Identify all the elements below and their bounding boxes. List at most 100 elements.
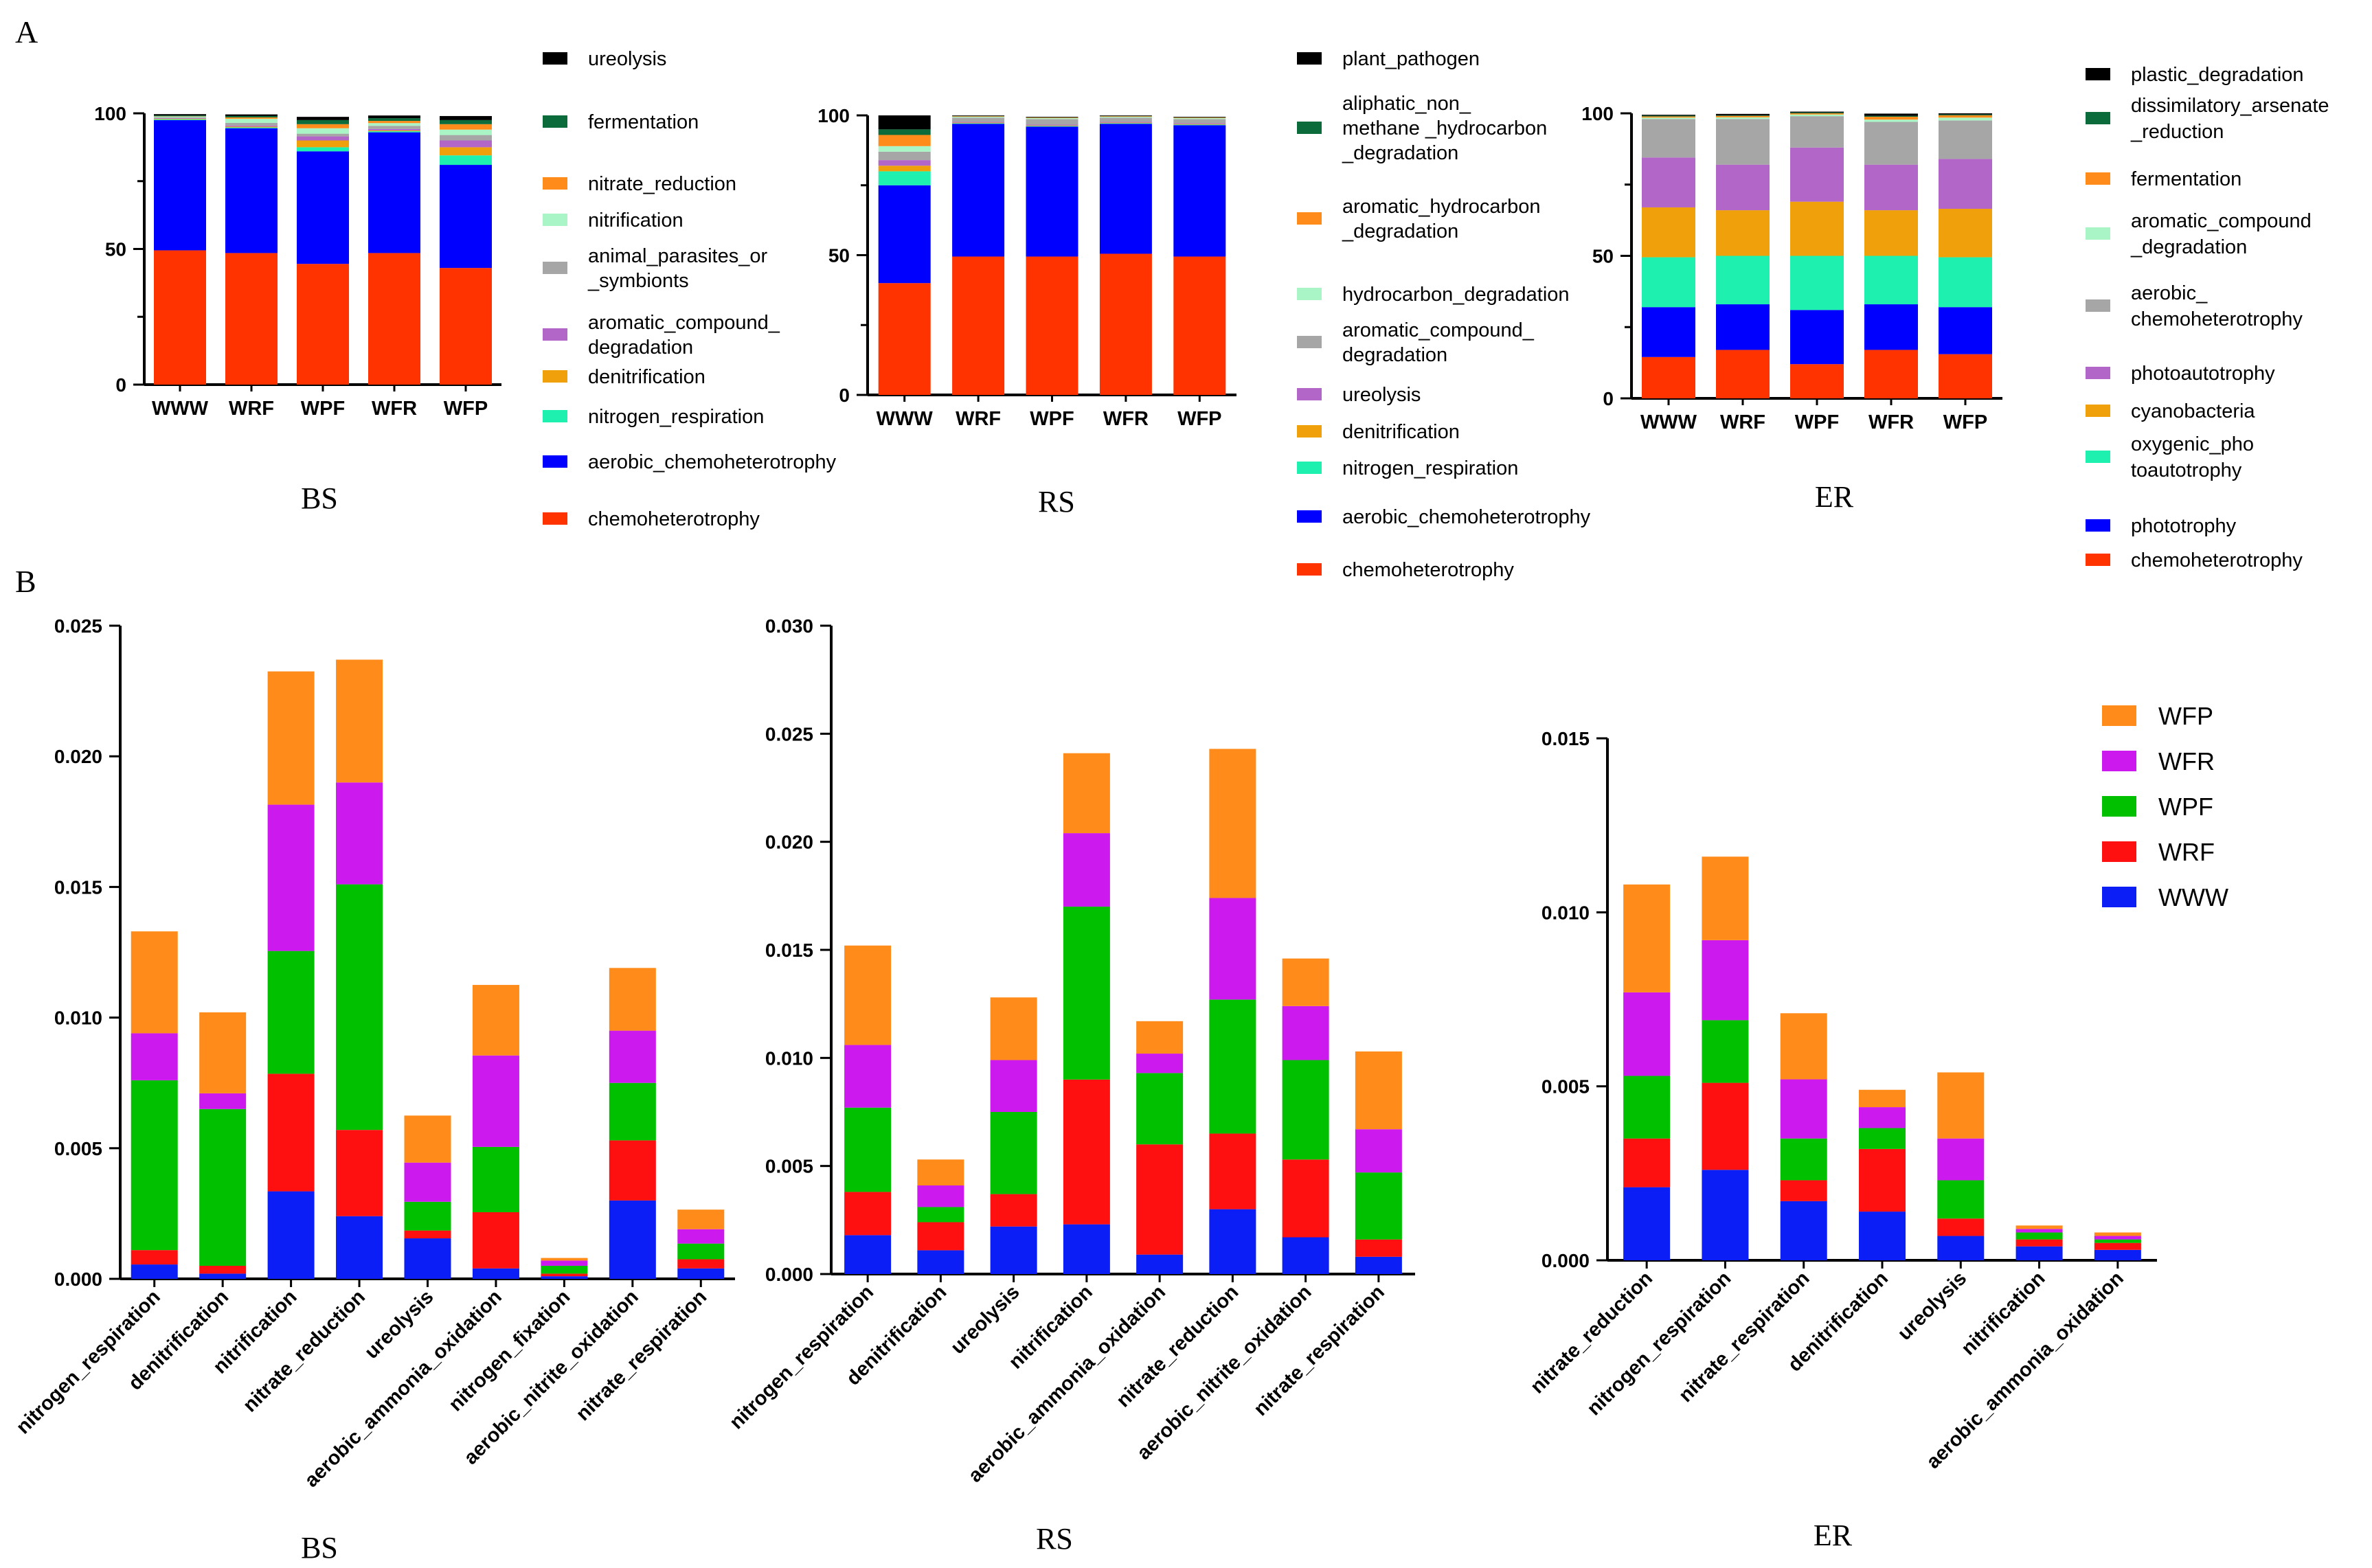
bar-segment: [1642, 257, 1695, 308]
y-tick-label: 0.025: [765, 723, 813, 745]
x-tick-label: WPF: [1795, 411, 1839, 433]
legend-label: aerobic_chemoheterotrophy: [588, 451, 837, 473]
bar-segment: [541, 1273, 588, 1277]
legend-swatch: [543, 262, 567, 274]
bar-segment: [336, 884, 383, 1130]
bar-segment: [1642, 307, 1695, 357]
y-tick-label: 0: [115, 374, 126, 396]
y-tick-label: 50: [1592, 246, 1614, 267]
bar-segment: [472, 1268, 519, 1279]
bar-segment: [541, 1276, 588, 1279]
legend-swatch: [2102, 887, 2136, 907]
bar-segment: [131, 1250, 178, 1265]
legend-label: plant_pathogen: [1342, 48, 1480, 70]
bar-segment: [1063, 1224, 1110, 1274]
bar-segment: [1063, 753, 1110, 834]
bar-segment: [267, 1191, 315, 1279]
chart-b-rs: 0.000 0.005 0.010 0.015 0.020 0.025 0.030 nitro…: [725, 615, 1415, 1556]
bar-segment: [2094, 1239, 2141, 1243]
bar-segment: [1136, 1073, 1184, 1145]
y-tick-label: 0: [839, 385, 850, 406]
legend-label: WFR: [2158, 747, 2215, 775]
legend-label: nitrogen_respiration: [588, 406, 764, 428]
legend-label: aromatic_compound_degradation: [2130, 210, 2312, 258]
y-tick-label: 0.010: [1541, 902, 1590, 923]
bar-segment: [1642, 207, 1695, 258]
bar-segment: [917, 1250, 964, 1274]
bar-segment: [1355, 1051, 1402, 1130]
bar-segment: [1937, 1218, 1985, 1236]
x-tick-label: WFP: [444, 398, 488, 420]
bar-segment: [1355, 1239, 1402, 1257]
x-tick-label: nitrogen_respiration: [1583, 1267, 1735, 1420]
bar-segment: [1790, 113, 1844, 115]
bar-segment: [677, 1268, 725, 1279]
bar-segment: [1939, 307, 1992, 354]
legend-label: dissimilatory_arsenate _reduction: [2130, 95, 2329, 143]
bar-segment: [1939, 257, 1992, 308]
x-tick-label: nitrogen_respiration: [725, 1281, 878, 1433]
x-tick-label: nitrate_reduction: [1112, 1281, 1243, 1411]
x-tick-label: WRF: [1720, 411, 1765, 433]
bar-segment: [199, 1109, 247, 1266]
x-tick-label: nitrate_reduction: [239, 1286, 370, 1416]
bar-segment: [368, 121, 420, 124]
legend-swatch: [2086, 405, 2110, 417]
y-tick-label: 0.025: [54, 615, 102, 637]
bar-segment: [878, 146, 931, 152]
bar-segment: [1282, 1060, 1329, 1160]
bar-segment: [368, 130, 420, 132]
bar-segment: [131, 1080, 178, 1251]
x-tick-label: WFR: [372, 398, 417, 420]
bar-segment: [1790, 147, 1844, 202]
legend-label: chemoheterotrophy: [2131, 549, 2303, 571]
bar-segment: [297, 133, 349, 137]
x-tick-label: WFP: [1943, 411, 1987, 433]
bar-segment: [844, 1235, 892, 1274]
x-tick-label: WFR: [1103, 408, 1149, 430]
bar-segment: [1859, 1148, 1906, 1212]
bar-segment: [1716, 210, 1770, 256]
legend-swatch: [1297, 212, 1322, 225]
y-tick-label: 50: [105, 239, 126, 260]
bar-segment: [1780, 1079, 1827, 1139]
bar-segment: [677, 1229, 725, 1244]
bar-segment: [297, 124, 349, 128]
y-tick-label: 100: [94, 103, 126, 124]
legend-label: hydrocarbon_degradation: [1342, 284, 1570, 306]
bar-segment: [1702, 1082, 1749, 1170]
x-tick-label: nitrate_respiration: [572, 1286, 712, 1425]
bar-segment: [1099, 116, 1152, 117]
bar-segment: [154, 250, 206, 385]
bar-segment: [404, 1230, 451, 1239]
bar-segment: [297, 136, 349, 141]
bar-segment: [440, 115, 492, 120]
chart-b-er: 0.0000.0050.0100.015nitrate_reductionnit…: [1526, 702, 2228, 1552]
bar-segment: [878, 160, 931, 166]
bar-segment: [404, 1201, 451, 1231]
bar-segment: [1790, 364, 1844, 398]
y-tick-label: 0.020: [765, 832, 813, 853]
bar-segment: [404, 1115, 451, 1163]
bar-segment: [1864, 255, 1918, 305]
bar-segment: [368, 115, 420, 119]
bar-segment: [225, 122, 278, 126]
legend-swatch: [543, 214, 567, 226]
legend-label: oxygenic_pho toautotrophy: [2131, 433, 2254, 481]
bar-segment: [952, 122, 1005, 124]
x-tick-label: WWW: [1640, 411, 1697, 433]
bar-segment: [952, 117, 1005, 122]
bar-segment: [2094, 1242, 2141, 1250]
bar-segment: [1642, 116, 1695, 118]
legend-swatch: [543, 52, 567, 65]
legend-swatch: [2086, 68, 2110, 80]
legend-swatch: [2086, 172, 2110, 185]
legend-label: phototrophy: [2131, 515, 2237, 537]
bar-segment: [199, 1093, 247, 1109]
bar-segment: [677, 1243, 725, 1260]
legend-label: WWW: [2158, 883, 2228, 911]
bar-segment: [368, 131, 420, 133]
bar-segment: [1716, 255, 1770, 305]
bar-segment: [1790, 310, 1844, 365]
bar-segment: [225, 118, 278, 123]
